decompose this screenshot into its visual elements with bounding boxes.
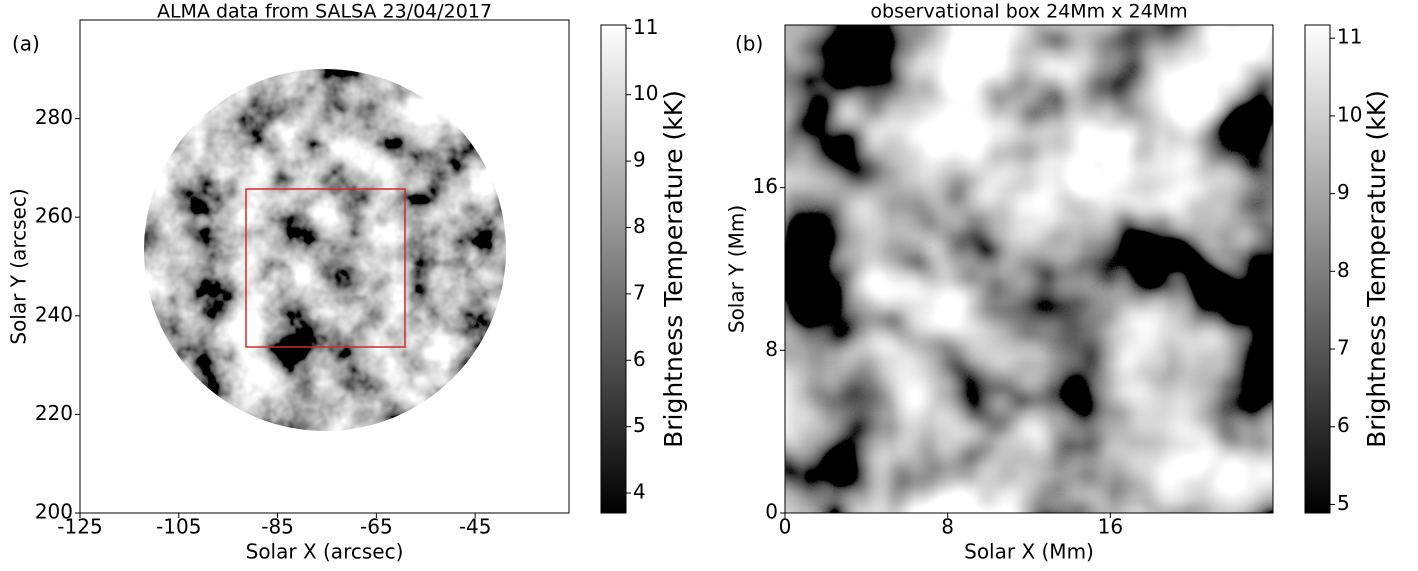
x-tick-label: -45 (459, 515, 492, 539)
colorbar-label: Brightness Temperature (kK) (659, 90, 688, 448)
x-tick-label: -105 (156, 515, 201, 539)
y-tick-label: 280 (35, 105, 73, 129)
colorbar-tick-label: 9 (633, 148, 646, 172)
image-a (80, 20, 569, 513)
y-tick-label: 200 (35, 500, 73, 524)
x-tick-label: 8 (941, 515, 954, 539)
colorbar-tick-label: 9 (1337, 180, 1350, 204)
colorbar-tick-label: 11 (1337, 25, 1362, 49)
colorbar-tick-label: 10 (1337, 102, 1362, 126)
y-axis-label: Solar Y (arcsec) (7, 188, 31, 344)
selection-box (245, 188, 406, 348)
image-b (785, 25, 1273, 513)
axes-frame (79, 19, 570, 514)
y-tick-label: 16 (753, 174, 778, 198)
y-tick-label: 0 (765, 500, 778, 524)
colorbar-label: Brightness Temperature (kK) (1362, 90, 1391, 448)
colorbar-tick-label: 5 (633, 413, 646, 437)
panel-label: (a) (12, 32, 40, 56)
colorbar-tick-label: 8 (1337, 258, 1350, 282)
x-axis-label: Solar X (Mm) (964, 540, 1094, 564)
colorbar (600, 24, 627, 514)
colorbar-tick-label: 6 (1337, 413, 1350, 437)
colorbar-tick-label: 7 (633, 280, 646, 304)
x-axis-label: Solar X (arcsec) (246, 540, 404, 564)
panel-label: (b) (735, 32, 763, 56)
x-tick-label: -65 (360, 515, 393, 539)
y-axis-label: Solar Y (Mm) (725, 205, 749, 333)
axes-frame (784, 24, 1274, 514)
y-tick-label: 240 (35, 302, 73, 326)
x-tick-label: -125 (57, 515, 102, 539)
colorbar-tick-label: 11 (633, 15, 658, 39)
x-tick-label: 0 (779, 515, 792, 539)
colorbar-tick-label: 8 (633, 214, 646, 238)
x-tick-label: -85 (261, 515, 294, 539)
colorbar-tick-label: 7 (1337, 336, 1350, 360)
x-tick-label: 16 (1098, 515, 1123, 539)
chart-title: observational box 24Mm x 24Mm (870, 1, 1187, 23)
colorbar-tick-label: 5 (1337, 491, 1350, 515)
colorbar-tick-label: 10 (633, 81, 658, 105)
chart-title: ALMA data from SALSA 23/04/2017 (157, 1, 492, 23)
colorbar-tick-label: 4 (633, 480, 646, 504)
colorbar (1304, 24, 1331, 514)
y-tick-label: 260 (35, 204, 73, 228)
colorbar-tick-label: 6 (633, 347, 646, 371)
y-tick-label: 8 (765, 337, 778, 361)
y-tick-label: 220 (35, 401, 73, 425)
